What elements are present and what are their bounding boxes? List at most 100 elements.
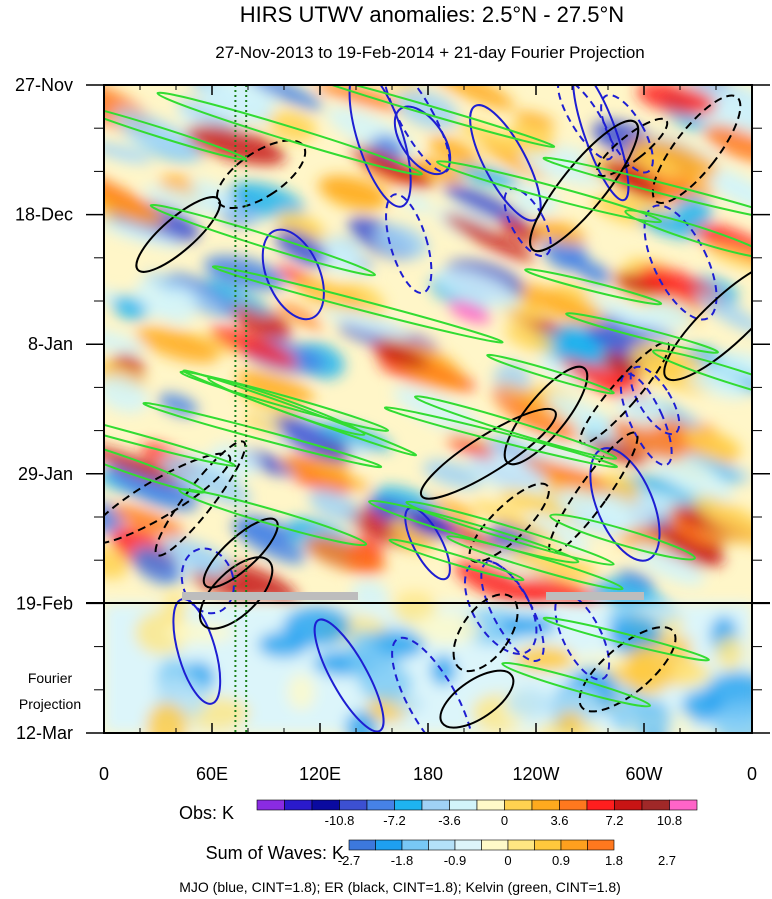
projection-patch [258,631,309,658]
colorbar-tick-label: 7.2 [605,813,623,828]
y-tick-label: 27-Nov [15,75,73,95]
anomaly-patch [104,218,183,249]
er-contour [216,139,307,210]
colorbar-tick-label: -0.9 [444,853,466,868]
colorbar-box [559,799,588,811]
anomaly-patch [690,221,752,268]
chart-title: HIRS UTWV anomalies: 2.5°N - 27.5°N [240,2,624,27]
x-tick-label: 0 [747,764,757,784]
anomaly-patch [703,124,752,163]
anomaly-patch [647,447,733,504]
anomaly-patch [425,85,515,110]
anomaly-patch [111,505,185,538]
anomaly-patch [455,120,528,154]
anomaly-patch [667,510,723,547]
colorbar-box [614,799,643,811]
kelvin-contour [179,370,390,432]
y-tick-label: 8-Jan [28,334,73,354]
anomaly-patch [374,224,429,259]
anomaly-patch [246,85,324,111]
anomaly-patch [231,302,292,341]
anomaly-patch [277,302,324,330]
missing-data-bars [182,592,644,600]
anomaly-patch [504,325,556,353]
colorbar-tick-label: -3.6 [438,813,460,828]
anomaly-peak [371,341,429,369]
projection-patch [346,629,380,680]
anomaly-patch [308,488,360,522]
colorbar-tick-label: 0 [504,853,511,868]
colorbar-box [311,799,340,811]
kelvin-contour [501,661,652,708]
mjo-contour [393,105,452,176]
anomaly-patch [638,211,702,239]
mjo-contour [557,85,614,161]
colorbar-box [401,839,429,851]
anomaly-patch [454,561,549,610]
er-contour [202,517,279,589]
colorbar-tick-label: -2.7 [338,853,360,868]
anomaly-patch [446,437,495,458]
kelvin-contours [104,85,752,708]
anomaly-patch [599,473,642,494]
contour-legend-note: MJO (blue, CINT=1.8); ER (black, CINT=1.… [179,879,621,895]
kelvin-contour [565,312,719,354]
mjo-contour [619,372,673,467]
anomaly-patch [715,351,752,380]
colorbar-box [481,839,509,851]
anomaly-patch [428,136,478,165]
colorbar-tick-label: 0 [501,813,508,828]
projection-patch [166,621,235,644]
anomaly-patch [630,151,684,180]
projection-label-line2: Projection [19,696,81,712]
anomaly-patch [203,255,286,291]
y-axis: 27-Nov 18-Dec 8-Jan 29-Jan 19-Feb 12-Mar [15,75,770,743]
anomaly-patch [422,459,483,489]
er-contour [419,407,557,500]
anomaly-patch [304,536,386,574]
mjo-contour [589,447,661,562]
anomaly-patch [513,111,556,129]
mjo-contour [572,85,630,202]
kelvin-contour [149,203,376,277]
kelvin-contour [104,434,206,494]
colorbar-box [454,839,482,851]
anomaly-patch [397,192,434,213]
anomaly-patch [104,445,184,485]
colorbar-box [531,799,560,811]
kelvin-contour [104,103,247,161]
colorbar-box [348,839,376,851]
anomaly-patch [560,352,647,401]
y-tick-label: 12-Mar [16,723,73,743]
anomaly-patch [555,488,633,534]
anomaly-patch [217,85,278,110]
anomaly-patch [472,499,564,547]
obs-colorbar: -10.8 -7.2 -3.6 0 3.6 7.2 10.8 [256,799,698,828]
projection-label-line1: Fourier [28,670,73,686]
anomaly-patch [466,451,551,502]
anomaly-patch [268,110,317,142]
anomaly-patch [611,419,687,461]
x-tick-label: 0 [99,764,109,784]
anomaly-patch [104,178,165,226]
kelvin-contour [142,402,383,469]
colorbar-box [339,799,368,811]
kelvin-contour [486,353,615,395]
x-axis: 0 60E 120E 180 120W 60W 0 [99,85,757,784]
anomaly-patch [530,219,586,245]
mjo-contour [180,547,235,615]
anomaly-patch [242,414,284,435]
projection-patch [430,655,457,686]
x-tick-label: 120E [299,764,341,784]
anomaly-patch [160,455,252,506]
mjo-contour [313,618,385,733]
anomaly-patch [185,124,286,166]
waves-colorbar: -2.7 -1.8 -0.9 0 0.9 1.8 2.7 [338,839,676,868]
er-contour [198,556,274,630]
er-contour [663,259,752,382]
er-contour [135,196,222,273]
kelvin-contour [368,499,580,564]
colorbar-box [476,799,505,811]
er-contour [104,452,232,545]
